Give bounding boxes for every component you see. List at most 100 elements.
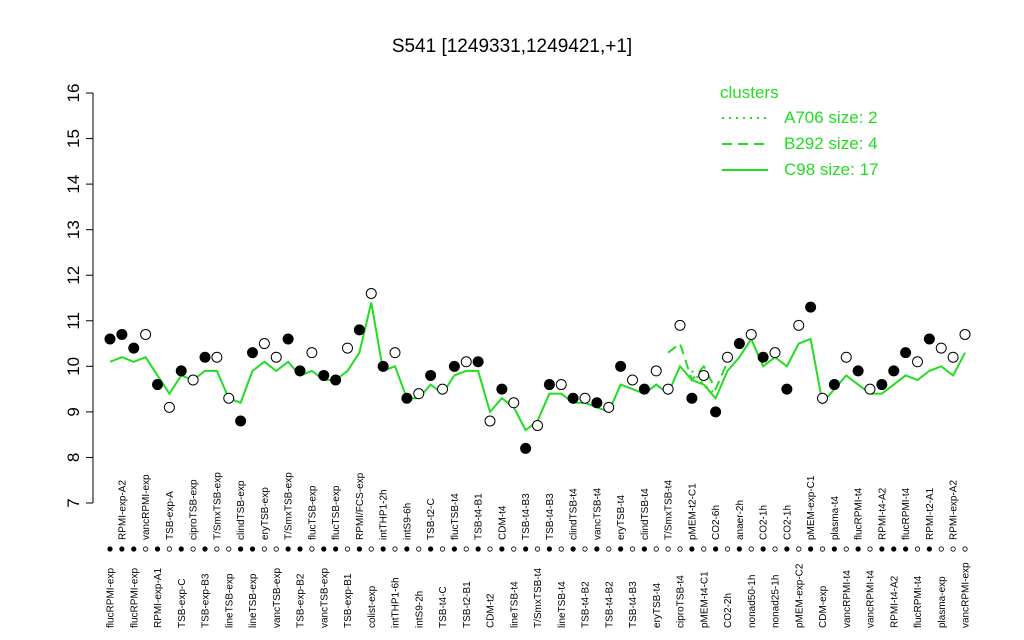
point (140, 328, 152, 340)
rug-dot (950, 546, 956, 552)
point (448, 360, 460, 372)
point (674, 319, 686, 331)
point (318, 369, 330, 381)
point (496, 383, 508, 395)
point (377, 360, 389, 372)
rug-dot (903, 546, 909, 552)
rug-dot (166, 546, 172, 552)
x-tick-label: clindTSB-exp (236, 480, 247, 540)
rug-dot (511, 546, 517, 552)
x-tick-label: TSB-t4-B3 (628, 581, 639, 628)
x-tick-label: eryTSB-t4 (652, 583, 663, 628)
x-tick-label: TSB-t2-B1 (462, 581, 473, 628)
legend-label: A706 size: 2 (784, 108, 878, 127)
x-tick-label: CO2-1h (782, 505, 793, 540)
rug-dot (653, 546, 659, 552)
rug-dot (713, 546, 719, 552)
point (662, 383, 674, 395)
rug-dot (724, 546, 731, 552)
x-tick-label: pMEM-t2-C1 (687, 483, 698, 540)
y-tick-label: 8 (64, 453, 83, 462)
x-tick-label: pMEM-exp-C2 (794, 563, 805, 628)
chart-title: S541 [1249331,1249421,+1] (392, 36, 632, 57)
rug-dot (190, 546, 196, 552)
rug-dot (689, 546, 695, 552)
x-tick-label: eryTSB-exp (260, 487, 271, 540)
legend-title: clusters (720, 83, 779, 102)
x-tick-label: colist-exp (367, 585, 378, 628)
point (152, 379, 163, 391)
rug-dot (819, 546, 826, 552)
point (959, 328, 971, 340)
x-tick-label: RPMI-exp-A2 (117, 480, 128, 540)
x-tick-label: TSB-exp-C (177, 579, 188, 628)
x-tick-label: pMEM-exp-C1 (806, 475, 817, 540)
rug-dot (143, 546, 149, 552)
x-tick-label: lineTSB-t4 (557, 581, 568, 628)
y-tick-label: 13 (64, 220, 83, 239)
rug-dot (558, 546, 564, 552)
rug-dot (499, 546, 505, 552)
x-tick-label: ciproTSB-exp (189, 479, 200, 540)
point (472, 356, 484, 368)
point (532, 420, 543, 432)
rug-dot (451, 546, 457, 552)
point (258, 338, 270, 350)
point (330, 374, 342, 386)
point (353, 324, 365, 336)
point (686, 392, 698, 404)
rug-dot (736, 546, 742, 552)
x-tick-label: pMEM-t4-C1 (699, 571, 710, 628)
y-tick-label: 12 (64, 266, 83, 285)
rug-dot (285, 546, 291, 552)
point (923, 333, 935, 345)
x-tick-label: T/SmxTSB-exp (284, 472, 295, 540)
rug-dot (677, 546, 683, 552)
x-tick-label: TSB-exp-B3 (201, 573, 212, 628)
point (128, 342, 140, 354)
x-tick-label: TSB-t4-B1 (474, 493, 485, 540)
y-tick-label: 14 (64, 175, 83, 194)
point (591, 397, 603, 409)
point (603, 401, 615, 413)
rug-dot (214, 546, 220, 552)
x-tick-label: TSB-exp-B2 (296, 573, 307, 628)
point (199, 351, 211, 363)
rug-dot (368, 546, 374, 552)
x-tick-label: nonad25-1h (771, 575, 782, 628)
x-tick-label: plasma-exp (937, 576, 948, 628)
point (389, 347, 401, 359)
x-tick-label: CO2-1h (759, 505, 770, 540)
x-tick-label: lineTSB-exp (224, 573, 235, 628)
rug-dot (261, 546, 267, 552)
point (650, 365, 662, 377)
x-tick-label: vancTSB-exp (319, 568, 330, 628)
rug-dot (570, 546, 576, 552)
point (579, 392, 591, 404)
x-tick-label: flucTSB-exp (331, 485, 342, 540)
point (187, 374, 199, 386)
point (425, 369, 437, 381)
x-tick-label: TSB-exp-A (165, 491, 176, 540)
x-tick-label: T/SmxTSB-t4 (664, 480, 675, 540)
point (567, 392, 579, 404)
x-tick-label: vancTSB-exp (272, 568, 283, 628)
x-tick-label: T/SmxTSB-exp (212, 472, 223, 540)
cluster-line (667, 341, 729, 392)
point (223, 392, 235, 404)
rug-dot (618, 546, 624, 552)
rug-dot (428, 546, 434, 552)
x-tick-label: flucRPMI-exp (106, 568, 117, 628)
point (543, 379, 555, 391)
rug-dot (344, 546, 351, 552)
point (722, 351, 733, 363)
x-tick-label: TSB-exp-B1 (343, 573, 354, 628)
rug-dot (784, 546, 790, 552)
point (413, 388, 425, 400)
x-tick-label: flucTSB-exp (307, 485, 318, 540)
rug-dot (238, 546, 244, 552)
rug-dot (606, 546, 612, 552)
rug-dot (487, 546, 493, 552)
rug-dot (891, 546, 897, 552)
